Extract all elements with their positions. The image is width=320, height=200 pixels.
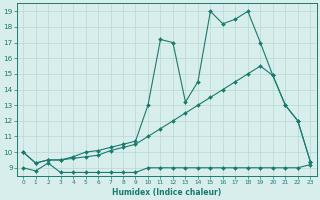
X-axis label: Humidex (Indice chaleur): Humidex (Indice chaleur) <box>112 188 221 197</box>
